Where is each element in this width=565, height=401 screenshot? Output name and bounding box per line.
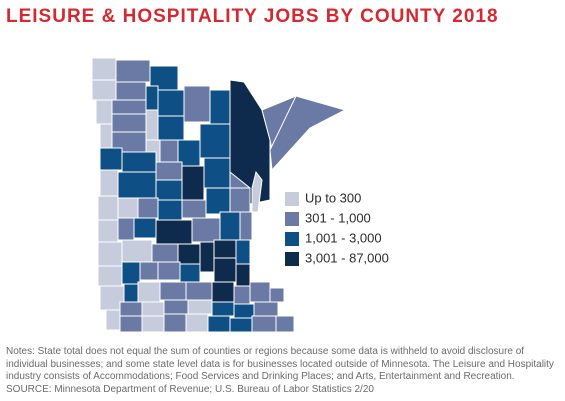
legend-label: 301 - 1,000 <box>305 210 371 225</box>
county <box>145 85 159 111</box>
county <box>111 113 147 133</box>
county <box>157 115 185 141</box>
county <box>229 187 251 213</box>
county <box>177 243 201 265</box>
county <box>155 161 183 181</box>
county <box>97 219 119 243</box>
county <box>199 241 215 273</box>
county <box>251 170 263 213</box>
county <box>99 123 113 149</box>
county <box>117 217 135 241</box>
title: LEISURE & HOSPITALITY JOBS BY COUNTY 201… <box>6 6 499 27</box>
county <box>115 81 147 101</box>
counties <box>91 57 347 333</box>
county <box>205 187 231 215</box>
county <box>163 299 189 315</box>
county <box>181 165 205 201</box>
county <box>97 195 119 221</box>
county <box>163 313 187 333</box>
county <box>211 301 235 317</box>
county <box>235 263 251 287</box>
county <box>141 315 165 333</box>
county <box>239 211 253 241</box>
county <box>269 95 347 172</box>
county <box>213 239 237 259</box>
legend-label: Up to 300 <box>305 190 361 205</box>
county <box>91 57 117 81</box>
legend-swatch <box>285 192 299 206</box>
county <box>213 257 237 283</box>
county <box>185 313 209 333</box>
county <box>99 169 119 197</box>
county <box>115 59 151 83</box>
county <box>91 79 117 101</box>
county <box>141 301 165 317</box>
county <box>121 151 157 173</box>
county <box>157 89 185 117</box>
county <box>123 283 139 303</box>
county <box>95 99 113 125</box>
county <box>209 89 231 125</box>
county <box>145 109 159 141</box>
county <box>187 299 213 315</box>
county <box>235 239 251 265</box>
county <box>251 315 277 333</box>
county <box>155 219 193 245</box>
legend-swatch <box>285 252 299 266</box>
county <box>117 171 157 199</box>
county <box>233 303 255 319</box>
county <box>211 281 235 303</box>
notes: Notes: State total does not equal the su… <box>6 346 554 395</box>
county <box>121 239 153 263</box>
county <box>181 199 207 219</box>
county <box>137 197 159 219</box>
county <box>97 265 123 287</box>
county <box>117 197 139 219</box>
county <box>119 301 143 317</box>
county <box>119 315 143 333</box>
map: Up to 300 301 - 1,000 1,001 - 3,000 3,001 -… <box>91 57 389 333</box>
county <box>269 287 285 303</box>
county <box>159 139 179 163</box>
county <box>105 309 121 331</box>
county <box>185 281 213 301</box>
county <box>179 263 201 283</box>
legend-label: 3,001 - 87,000 <box>305 250 389 265</box>
county <box>191 217 221 243</box>
county <box>199 123 231 159</box>
legend-swatch <box>285 232 299 246</box>
county <box>157 261 181 281</box>
county <box>275 315 295 333</box>
legend-swatch <box>285 212 299 226</box>
legend-label: 1,001 - 3,000 <box>305 230 382 245</box>
county <box>233 285 251 305</box>
county <box>99 147 123 171</box>
county <box>151 243 179 263</box>
county <box>139 261 159 281</box>
county <box>219 211 241 241</box>
county <box>183 85 211 123</box>
county <box>207 315 231 333</box>
county <box>155 179 183 201</box>
county <box>121 261 141 285</box>
county <box>253 301 279 317</box>
county <box>249 281 271 303</box>
county <box>159 281 187 301</box>
county <box>229 79 271 205</box>
county <box>97 241 123 267</box>
county <box>111 99 147 115</box>
county <box>137 281 161 303</box>
county <box>229 317 253 333</box>
county <box>203 157 231 189</box>
county <box>133 217 157 239</box>
county <box>157 199 183 221</box>
